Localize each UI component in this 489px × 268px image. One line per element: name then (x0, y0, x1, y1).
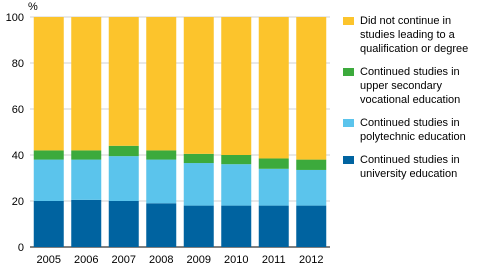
bar-segment (221, 17, 252, 155)
bar-segment (296, 17, 327, 160)
y-tick-label: 100 (6, 12, 24, 24)
bar-segment (221, 205, 252, 247)
bar-segment (71, 159, 102, 200)
bar-segment (33, 17, 64, 151)
y-tick-label: 0 (18, 242, 24, 254)
bar-segment (258, 205, 289, 247)
legend-swatch (343, 17, 354, 25)
legend-item: Continued studies in university educatio… (343, 153, 485, 181)
bar-segment (258, 17, 289, 159)
bar-segment (183, 205, 214, 247)
bar-segment (146, 150, 177, 160)
y-tick-label: 80 (12, 58, 24, 70)
y-unit-label: % (28, 1, 38, 13)
y-tick-label: 20 (12, 196, 24, 208)
bar-segment (146, 159, 177, 204)
bar-segment (146, 203, 177, 247)
bar-segment (33, 150, 64, 160)
bar-segment (33, 201, 64, 247)
legend-swatch (343, 156, 354, 164)
bar-segment (258, 168, 289, 206)
bar-segment (183, 17, 214, 154)
legend-item: Did not continue in studies leading to a… (343, 14, 485, 56)
bar-segment (33, 159, 64, 201)
legend-label: Continued studies in polytechnic educati… (360, 117, 466, 143)
y-tick-label: 40 (12, 150, 24, 162)
bar-segment (183, 163, 214, 206)
bar-segment (296, 159, 327, 170)
bar-segment (221, 164, 252, 206)
x-tick-label: 2010 (224, 254, 248, 266)
x-tick-label: 2009 (187, 254, 211, 266)
bar-segment (108, 156, 139, 201)
legend-swatch (343, 68, 354, 76)
legend-label: Did not continue in studies leading to a… (360, 15, 469, 55)
x-tick-label: 2012 (299, 254, 323, 266)
bar-segment (71, 150, 102, 160)
legend-label: Continued studies in upper secondary voc… (360, 66, 461, 106)
bar-segment (296, 205, 327, 247)
legend-item: Continued studies in polytechnic educati… (343, 116, 485, 144)
x-tick-label: 2007 (112, 254, 136, 266)
bar-segment (183, 153, 214, 164)
bar-segment (108, 17, 139, 146)
legend-label: Continued studies in university educatio… (360, 154, 460, 180)
bar-segment (258, 158, 289, 169)
x-tick-label: 2011 (262, 254, 286, 266)
x-tick-label: 2005 (37, 254, 61, 266)
y-tick-label: 60 (12, 104, 24, 116)
bar-segment (71, 17, 102, 151)
x-tick-label: 2008 (149, 254, 173, 266)
legend-item: Continued studies in upper secondary voc… (343, 65, 485, 107)
plot: % 0 20 40 60 80 100 2005 2006 2007 2008 2009 2010 20… (6, 1, 330, 266)
bar-segment (71, 199, 102, 247)
legend-swatch (343, 119, 354, 127)
bar-segment (146, 17, 177, 151)
x-tick-label: 2006 (74, 254, 98, 266)
bar-segment (221, 155, 252, 165)
legend: Did not continue in studies leading to a… (343, 14, 485, 190)
bar-segment (296, 169, 327, 206)
bar-segment (108, 145, 139, 157)
bar-segment (108, 201, 139, 247)
